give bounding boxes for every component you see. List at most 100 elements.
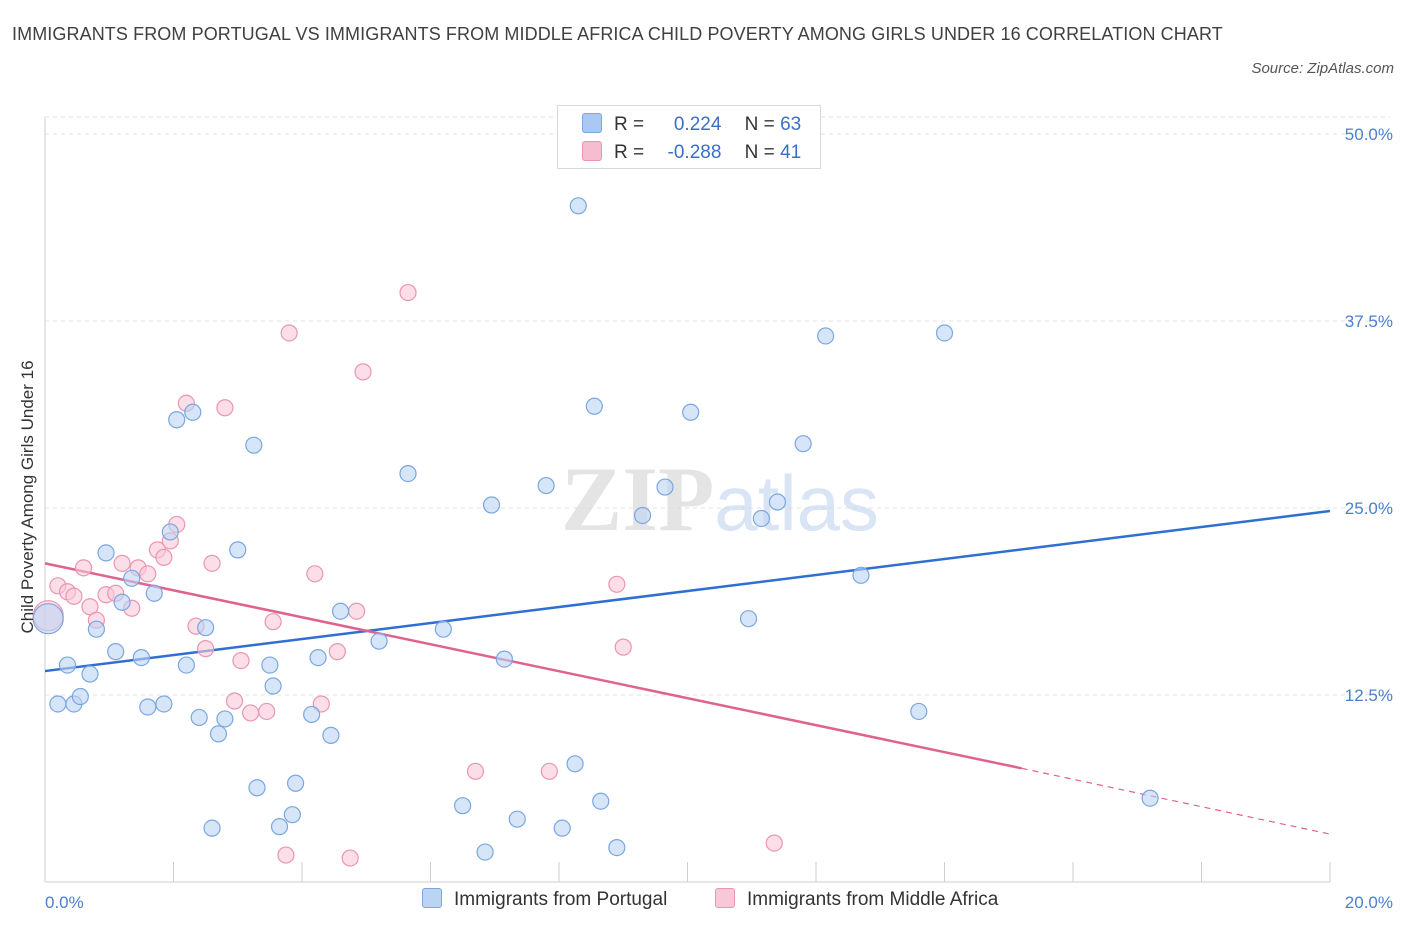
legend-r-value: -0.288 (667, 142, 722, 163)
point-middle-africa (765, 834, 783, 852)
point-portugal (682, 403, 700, 421)
series-legend-label: Immigrants from Portugal (454, 889, 668, 910)
point-portugal (107, 643, 125, 661)
point-portugal (817, 327, 835, 345)
point-portugal (49, 695, 67, 713)
series-legend: Immigrants from Portugal Immigrants from… (0, 888, 1406, 918)
point-middle-africa (197, 640, 215, 658)
legend-swatch-middle-africa (582, 141, 602, 161)
point-portugal (768, 493, 787, 511)
point-portugal (286, 774, 305, 792)
y-tick-label: 50.0% (1345, 125, 1393, 144)
trend-line-portugal (44, 509, 1331, 673)
legend-row-middle-africa: R = -0.288 N = 41 (582, 141, 801, 167)
point-portugal (476, 843, 494, 861)
point-portugal (852, 566, 870, 584)
y-axis-label: Child Poverty Among Girls Under 16 (18, 360, 37, 633)
x-tick-labels: 0.0% 20.0% (45, 893, 1393, 912)
point-middle-africa (608, 575, 626, 593)
point-middle-africa (348, 602, 366, 620)
source-label: Source: ZipAtlas.com (1251, 60, 1394, 77)
point-portugal (656, 478, 674, 496)
x-tick-label: 0.0% (45, 893, 84, 912)
data-points (32, 197, 1159, 867)
point-middle-africa (65, 587, 83, 605)
point-portugal (537, 476, 555, 495)
point-portugal (229, 541, 247, 559)
point-portugal (139, 698, 157, 716)
point-middle-africa (203, 554, 221, 572)
point-portugal (794, 435, 812, 453)
point-portugal (566, 755, 584, 773)
point-portugal (184, 403, 202, 421)
legend-n-label: N = (744, 114, 775, 135)
point-middle-africa (354, 363, 372, 381)
watermark: ZIPatlas (561, 448, 879, 550)
point-middle-africa (155, 548, 173, 566)
point-middle-africa (225, 692, 244, 710)
point-portugal (569, 197, 587, 215)
point-portugal (264, 677, 282, 695)
point-portugal (248, 779, 266, 797)
point-middle-africa (306, 565, 324, 583)
point-portugal (399, 464, 417, 483)
point-portugal (97, 544, 115, 562)
point-portugal (123, 569, 141, 587)
series-swatch-middle-africa (715, 888, 735, 908)
point-middle-africa (113, 554, 131, 572)
point-portugal (322, 726, 340, 744)
y-tick-labels: 12.5% 25.0% 37.5% 50.0% (1345, 125, 1393, 705)
point-middle-africa (466, 762, 485, 780)
legend-r-label: R = (614, 142, 645, 163)
point-portugal (553, 819, 571, 837)
point-portugal (161, 523, 179, 541)
point-middle-africa (74, 559, 93, 577)
point-portugal (261, 656, 279, 674)
point-portugal (495, 650, 513, 668)
point-middle-africa (614, 638, 632, 656)
point-portugal (177, 656, 195, 674)
legend-row-portugal: R = 0.224 N = 63 (582, 113, 801, 139)
trend-line-middle-africa (44, 562, 1022, 770)
axes (44, 117, 1331, 883)
point-middle-africa (258, 702, 276, 721)
point-middle-africa (540, 762, 558, 780)
point-portugal (585, 397, 603, 415)
point-portugal (309, 648, 327, 667)
point-portugal (209, 725, 228, 743)
point-portugal (132, 648, 150, 667)
legend-r-label: R = (614, 114, 645, 135)
series-legend-portugal[interactable]: Immigrants from Portugal (422, 888, 667, 911)
point-portugal (1141, 789, 1159, 807)
point-portugal (58, 656, 77, 674)
y-tick-label: 25.0% (1345, 499, 1393, 518)
point-middle-africa (280, 324, 298, 342)
point-portugal (910, 702, 928, 721)
point-portugal (935, 324, 954, 342)
point-portugal (190, 708, 208, 727)
legend: R = 0.224 N = 63 R = -0.288 N = 41 (557, 105, 821, 169)
point-middle-africa (328, 643, 346, 661)
legend-swatch-portugal (582, 113, 602, 133)
point-portugal (633, 506, 652, 525)
point-portugal (434, 620, 452, 638)
series-legend-middle-africa[interactable]: Immigrants from Middle Africa (715, 888, 998, 911)
point-middle-africa (399, 283, 417, 302)
point-portugal (197, 619, 215, 637)
point-portugal (331, 602, 350, 620)
y-tick-label: 37.5% (1345, 312, 1393, 331)
grid-lines (45, 116, 1390, 696)
point-middle-africa (277, 846, 295, 864)
point-portugal (71, 687, 89, 706)
point-portugal (203, 819, 221, 837)
point-portugal (87, 620, 106, 638)
point-portugal (303, 705, 321, 724)
legend-n-value: 63 (780, 114, 802, 135)
point-portugal (270, 818, 289, 836)
legend-n-value: 41 (780, 142, 802, 163)
chart-title: IMMIGRANTS FROM PORTUGAL VS IMMIGRANTS F… (12, 24, 1223, 44)
point-portugal (216, 710, 234, 728)
point-portugal (752, 509, 770, 528)
watermark-atlas: atlas (714, 459, 879, 547)
